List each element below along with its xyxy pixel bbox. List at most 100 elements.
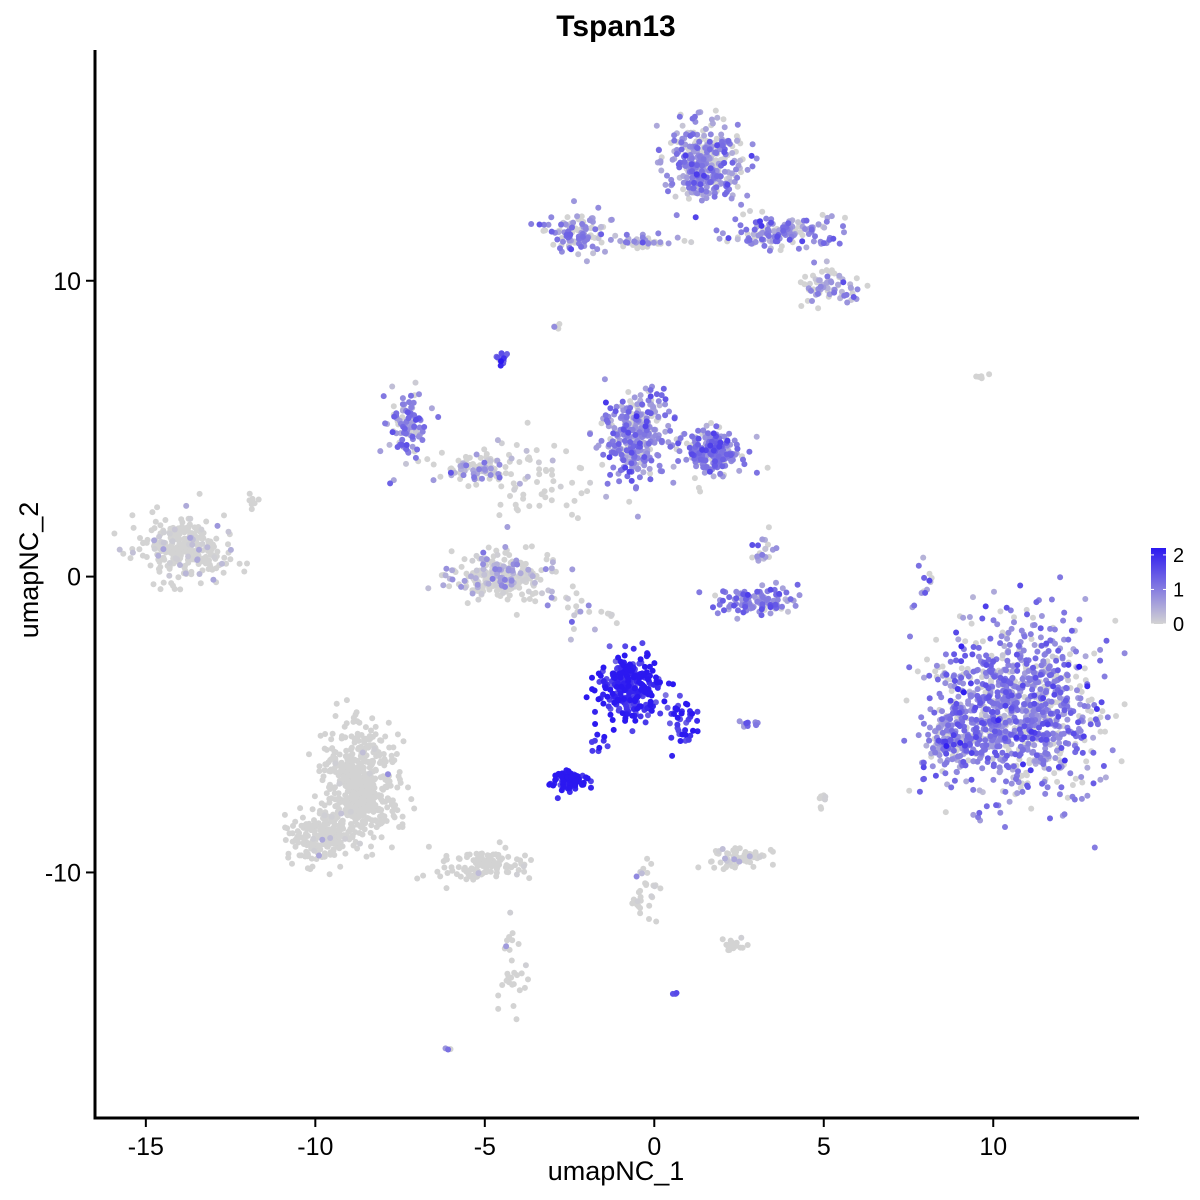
data-point <box>1062 740 1069 746</box>
data-point <box>954 721 961 728</box>
data-point <box>634 898 641 905</box>
data-point <box>160 539 167 546</box>
data-point <box>1045 665 1052 672</box>
data-point <box>930 745 936 752</box>
data-point <box>633 873 640 880</box>
data-point <box>864 282 871 289</box>
data-point <box>1065 677 1072 684</box>
data-point <box>367 789 374 796</box>
data-point <box>1005 649 1012 656</box>
data-point <box>694 717 701 724</box>
data-point <box>702 434 709 441</box>
data-point <box>411 805 418 812</box>
data-point <box>564 595 571 602</box>
data-point <box>753 155 760 162</box>
data-point <box>506 979 512 986</box>
data-point <box>1060 617 1067 624</box>
data-point <box>659 468 665 475</box>
data-point <box>682 152 689 159</box>
data-point <box>653 122 660 129</box>
data-point <box>591 737 598 744</box>
data-point <box>721 160 727 167</box>
data-point <box>698 187 705 193</box>
data-point <box>1002 702 1009 709</box>
data-point <box>503 943 510 950</box>
data-point <box>733 166 739 173</box>
data-point <box>613 403 620 410</box>
data-point <box>609 690 616 697</box>
points-layer <box>111 107 1128 1053</box>
data-point <box>1047 815 1053 822</box>
data-point <box>251 500 258 507</box>
data-point <box>645 712 651 719</box>
data-point <box>1009 668 1016 675</box>
data-point <box>978 749 985 756</box>
data-point <box>968 620 975 627</box>
data-point <box>548 565 555 572</box>
data-point <box>810 238 817 245</box>
data-point <box>688 155 695 162</box>
data-point <box>779 603 785 610</box>
data-point <box>607 471 614 478</box>
data-point <box>419 437 426 443</box>
data-point <box>992 749 998 756</box>
data-point <box>437 473 444 480</box>
data-point <box>706 468 713 475</box>
data-point <box>1001 712 1008 719</box>
data-point <box>738 201 745 208</box>
data-point <box>424 456 431 463</box>
data-point <box>717 439 724 446</box>
data-point <box>744 166 751 173</box>
data-point <box>1061 707 1068 714</box>
data-point <box>699 446 706 453</box>
data-point <box>332 713 339 719</box>
data-point <box>1091 844 1098 851</box>
data-point <box>641 454 648 460</box>
data-point <box>783 589 790 596</box>
data-point <box>1056 694 1063 701</box>
data-point <box>300 822 307 829</box>
data-point <box>389 429 396 436</box>
data-point <box>726 603 733 610</box>
data-point <box>203 518 210 525</box>
data-point <box>802 226 808 232</box>
data-point <box>359 749 366 756</box>
data-point <box>1033 752 1040 759</box>
data-point <box>592 708 598 715</box>
data-point <box>430 477 437 484</box>
data-point <box>564 604 571 611</box>
data-point <box>518 970 525 977</box>
data-point <box>617 674 624 681</box>
data-point <box>959 718 966 725</box>
data-point <box>657 885 664 892</box>
data-point <box>419 428 426 435</box>
data-point <box>646 916 652 922</box>
data-point <box>692 214 699 221</box>
data-point <box>1102 728 1108 735</box>
data-point <box>197 535 204 542</box>
data-point <box>736 845 743 852</box>
data-point <box>575 251 582 258</box>
data-point <box>655 230 662 237</box>
x-tick-label: -5 <box>474 1133 496 1161</box>
data-point <box>731 941 738 948</box>
data-point <box>582 225 589 232</box>
data-point <box>1052 755 1059 761</box>
data-point <box>1039 780 1046 787</box>
data-point <box>750 863 757 870</box>
data-point <box>707 131 714 138</box>
data-point <box>522 576 529 583</box>
data-point <box>448 548 455 555</box>
data-point <box>697 488 704 495</box>
data-point <box>673 990 680 996</box>
data-point <box>907 633 913 640</box>
data-point <box>979 615 986 622</box>
data-point <box>669 180 676 187</box>
data-point <box>678 710 685 717</box>
data-point <box>746 448 753 455</box>
data-point <box>991 588 997 595</box>
data-point <box>367 829 374 836</box>
data-point <box>179 519 186 526</box>
data-point <box>1065 636 1072 643</box>
